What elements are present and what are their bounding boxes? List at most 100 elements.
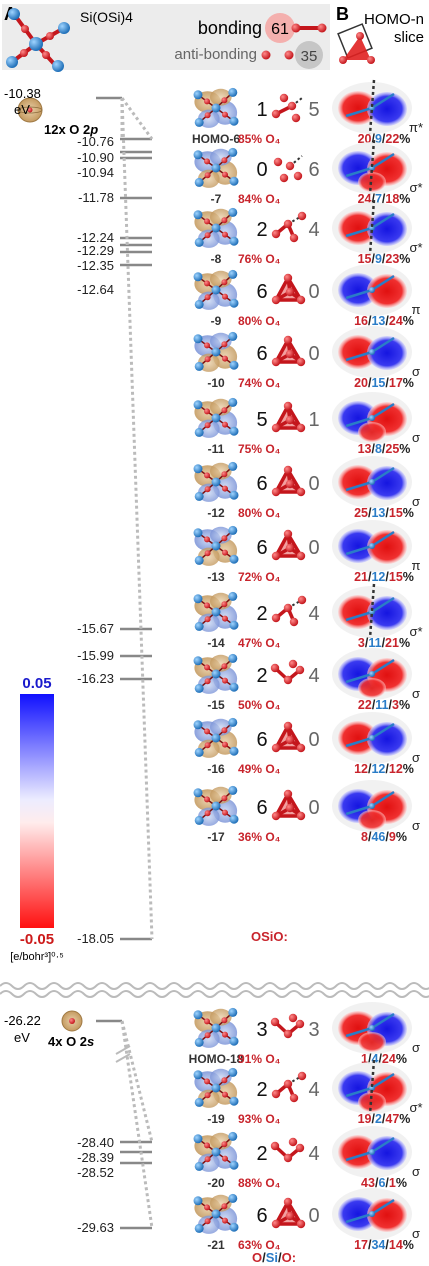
orbital-row: -17 36% O₄ 6 0 σ 8/46/9%: [193, 780, 420, 844]
orbital-o4-percent: 93% O₄: [238, 1112, 281, 1126]
colorbar-unit: [e/bohr³]⁰·⁵: [10, 951, 64, 963]
composition-value: 12: [389, 762, 403, 776]
o2p-label: 12x O 2p: [44, 122, 98, 137]
o-node: [271, 743, 281, 753]
si-atom: [193, 400, 203, 410]
si-atom: [229, 554, 239, 564]
connector: [120, 97, 154, 940]
legend-antibonding-count: 35: [301, 48, 318, 65]
orbital-label: -7: [211, 192, 222, 206]
o2s-unit: eV: [14, 1030, 30, 1045]
symmetry-label: σ: [412, 1040, 420, 1055]
orbital-label: -8: [211, 252, 222, 266]
o-atom: [222, 1155, 228, 1162]
o-node: [296, 743, 306, 753]
o-atom: [222, 1031, 228, 1038]
o-atom: [221, 1203, 228, 1210]
composition-value: 19: [358, 1112, 372, 1126]
o2p-unit: eV: [14, 102, 30, 117]
o-atom: [204, 664, 210, 671]
osio-label: OSiO:: [251, 929, 288, 944]
si-atom: [193, 210, 203, 220]
si-atom: [194, 117, 204, 127]
colorbar: 0.05 -0.05 [e/bohr³]⁰·⁵: [10, 675, 64, 963]
slice-bond: [345, 544, 373, 556]
o-node: [285, 1211, 295, 1221]
connector: [120, 1020, 154, 1229]
slice-bond: [345, 610, 373, 622]
o-node: [283, 1029, 293, 1039]
si-atom: [228, 1131, 238, 1141]
bonding-count: 2: [256, 219, 267, 241]
orbital-label: -16: [207, 762, 225, 776]
slice-si: [369, 735, 375, 741]
slice-bond: [371, 1012, 395, 1030]
composition-value: 25: [385, 442, 399, 456]
orbital-row: HOMO-685% O₄ 1 5 π*20/9/22%: [192, 79, 423, 146]
level-energy: -28.40: [77, 1135, 114, 1150]
si-center-atom: [211, 347, 221, 357]
symmetry-label: σ*: [409, 1100, 422, 1115]
o-atom: [204, 1204, 210, 1211]
si-center-atom: [211, 413, 221, 423]
o-atom: [204, 1078, 210, 1085]
o-atom: [222, 231, 228, 238]
orbital-label: -14: [207, 636, 225, 650]
slice-si: [369, 543, 375, 549]
si-atom: [193, 334, 203, 344]
slice-composition: 3/11/21%: [358, 636, 410, 650]
o-atom: [204, 408, 210, 415]
o-node: [283, 273, 293, 283]
composition-value: 1: [361, 1052, 368, 1066]
o-node: [296, 295, 306, 305]
composition-value: 13: [371, 314, 385, 328]
o-atom: [204, 796, 210, 803]
symmetry-label: π: [412, 302, 421, 317]
slice-lobe: [358, 810, 386, 830]
o-atom: [204, 1218, 211, 1225]
slice-bond: [371, 596, 395, 614]
o-atom: [204, 112, 211, 119]
o2p-energy: -10.38: [4, 86, 41, 101]
o-atom: [221, 407, 228, 414]
orbital-o4-percent: 88% O₄: [238, 1176, 281, 1190]
antibonding-count: 6: [308, 159, 319, 181]
o-atom: [221, 601, 228, 608]
si-atom: [228, 717, 238, 727]
o-node: [296, 357, 306, 367]
slice-si: [369, 1149, 375, 1155]
o-node: [288, 659, 298, 669]
molecule-icon: [6, 8, 70, 72]
composition-value: 18: [385, 192, 399, 206]
composition-value: 15: [389, 506, 403, 520]
level-energy: -12.24: [77, 230, 114, 245]
antibonding-count: 0: [308, 281, 319, 303]
o-node: [271, 811, 281, 821]
slice-bond: [371, 212, 395, 230]
si-atom: [228, 269, 238, 279]
o-node: [270, 1141, 280, 1151]
orbital-o4-percent: 72% O₄: [238, 570, 281, 584]
composition-value: 11: [368, 636, 381, 650]
o-node: [271, 109, 281, 119]
o-node: [296, 1219, 306, 1229]
composition-value: 34: [371, 1238, 385, 1252]
orbital-label: -17: [207, 830, 225, 844]
orbital-row: -19 93% O₄ 2 4 σ*19/2/47%: [193, 1059, 423, 1126]
bonding-count: 6: [256, 1205, 267, 1227]
o-node: [279, 93, 289, 103]
si-atom: [229, 490, 239, 500]
o-node: [283, 789, 293, 799]
o-node: [283, 465, 293, 475]
level-energy: -12.35: [77, 258, 114, 273]
o-node: [271, 295, 281, 305]
o-node: [289, 617, 299, 627]
slice-composition: 19/2/47%: [358, 1112, 411, 1126]
slice-composition: 21/12/15%: [354, 570, 414, 584]
o-atom: [204, 342, 210, 349]
level-energy: -10.76: [77, 134, 114, 149]
o-node: [296, 811, 306, 821]
orbital-rows: HOMO-685% O₄1 5π*20/9/22%-7 84% O₄0 6σ*24/7…: [189, 79, 423, 1252]
connector: [120, 1020, 154, 1143]
